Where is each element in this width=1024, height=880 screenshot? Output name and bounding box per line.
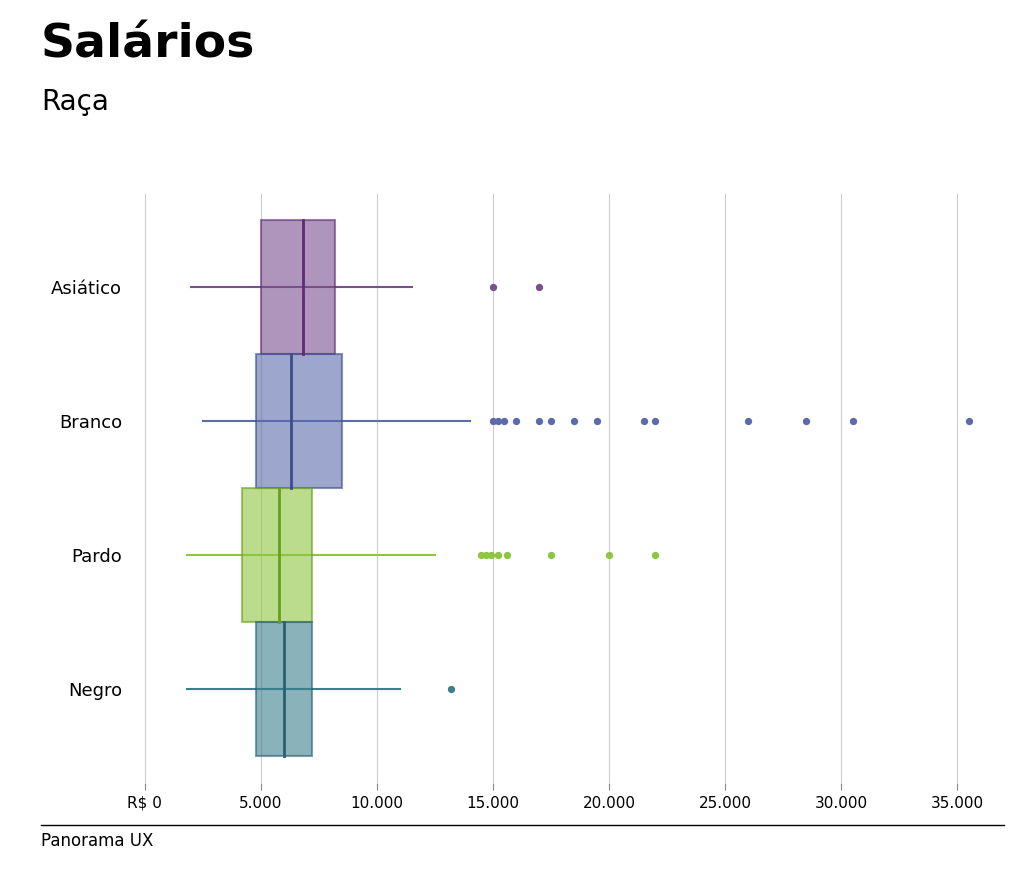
Point	[499, 548, 515, 562]
Point	[961, 414, 977, 429]
Text: Panorama UX: Panorama UX	[41, 832, 154, 849]
Bar	[256, 355, 342, 488]
Point	[489, 414, 506, 429]
Point	[647, 548, 664, 562]
Point	[489, 548, 506, 562]
Bar	[261, 220, 335, 355]
Point	[636, 414, 652, 429]
Text: Raça: Raça	[41, 88, 109, 116]
Point	[508, 414, 524, 429]
Bar	[243, 488, 312, 622]
Bar	[256, 622, 312, 757]
Point	[543, 414, 559, 429]
Point	[497, 414, 513, 429]
Point	[531, 281, 548, 295]
Point	[543, 548, 559, 562]
Point	[601, 548, 617, 562]
Point	[484, 414, 501, 429]
Point	[740, 414, 757, 429]
Point	[478, 548, 495, 562]
Point	[589, 414, 605, 429]
Text: Salários: Salários	[41, 22, 255, 67]
Point	[531, 414, 548, 429]
Point	[845, 414, 861, 429]
Point	[482, 548, 499, 562]
Point	[798, 414, 814, 429]
Point	[443, 682, 460, 696]
Point	[647, 414, 664, 429]
Point	[566, 414, 583, 429]
Point	[473, 548, 489, 562]
Point	[484, 281, 501, 295]
